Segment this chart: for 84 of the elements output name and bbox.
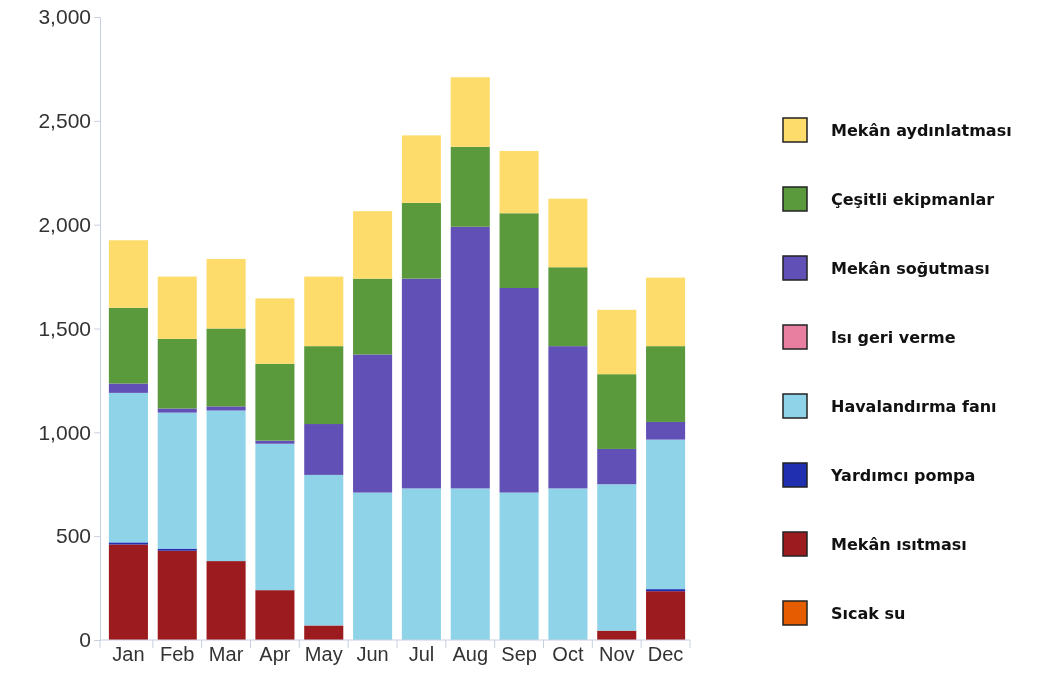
bar (157, 548, 197, 551)
bar (353, 211, 393, 279)
legend-label: Yardımcı pompa (830, 466, 976, 485)
bar (646, 277, 686, 347)
legend-label: Çeşitli ekipmanlar (831, 190, 995, 209)
x-tick-label: Aug (452, 643, 489, 665)
y-tick-label: 2,000 (38, 212, 91, 236)
bar (157, 408, 197, 413)
x-tick-label: Nov (598, 643, 635, 665)
legend-label: Havalandırma fanı (831, 397, 997, 416)
bar (646, 589, 686, 592)
y-tick-label: 500 (55, 524, 91, 548)
x-tick-label: Mar (208, 643, 244, 665)
bar (597, 374, 637, 449)
bar (206, 410, 246, 562)
x-tick-label: Jun (356, 643, 389, 665)
bar (108, 392, 148, 543)
bar (255, 590, 295, 640)
legend-label: Mekân aydınlatması (831, 121, 1012, 140)
bar (646, 421, 686, 440)
legend-label: Mekân ısıtması (831, 535, 967, 554)
y-tick-label: 3,000 (38, 5, 91, 29)
legend-label: Mekân soğutması (831, 259, 990, 278)
bar (304, 424, 344, 475)
bar (304, 276, 344, 347)
bar (401, 135, 441, 203)
bar (499, 492, 539, 640)
bar (499, 213, 539, 289)
bar (597, 309, 637, 375)
bar (255, 443, 295, 591)
bar (401, 202, 441, 279)
bar (450, 146, 490, 227)
bar (548, 488, 588, 640)
bar (353, 278, 393, 355)
bar (499, 150, 539, 214)
bar (157, 276, 197, 339)
bar (597, 448, 637, 485)
bar (255, 298, 295, 364)
bar (206, 328, 246, 407)
bar (499, 288, 539, 493)
y-tick-label: 1,500 (38, 316, 91, 340)
bar (646, 439, 686, 590)
bar (108, 240, 148, 308)
bar (353, 492, 393, 640)
bar (157, 550, 197, 640)
x-tick-label: Sep (501, 643, 537, 665)
bar (597, 484, 637, 631)
bar (646, 346, 686, 422)
bar (108, 307, 148, 384)
x-tick-label: Jan (112, 643, 145, 665)
x-tick-label: Jul (408, 643, 435, 665)
y-tick-label: 0 (79, 628, 91, 652)
bar (646, 591, 686, 640)
legend-label: Sıcak su (831, 604, 906, 623)
bar (157, 412, 197, 549)
bar (255, 440, 295, 444)
x-tick-label: Oct (552, 643, 584, 665)
bar (108, 544, 148, 640)
bar (255, 363, 295, 441)
bar (206, 258, 246, 329)
bar (548, 198, 588, 268)
y-tick-label: 2,500 (38, 109, 91, 133)
bar (304, 474, 344, 626)
x-tick-label: Feb (160, 643, 195, 665)
y-tick-label: 1,000 (38, 420, 91, 444)
x-tick-label: May (304, 643, 343, 665)
x-tick-label: Apr (259, 643, 291, 665)
bar (401, 278, 441, 489)
bar (108, 383, 148, 393)
bar (353, 354, 393, 493)
bar (206, 406, 246, 411)
legend-label: Isı geri verme (831, 328, 956, 347)
x-tick-label: Dec (647, 643, 684, 665)
bar (450, 77, 490, 147)
bar (108, 542, 148, 545)
bar (304, 625, 344, 640)
bar (157, 338, 197, 409)
bar (548, 267, 588, 347)
bar (450, 226, 490, 489)
bar (450, 488, 490, 640)
bar (548, 346, 588, 489)
bar (304, 346, 344, 425)
bar (206, 561, 246, 640)
bar (401, 488, 441, 640)
